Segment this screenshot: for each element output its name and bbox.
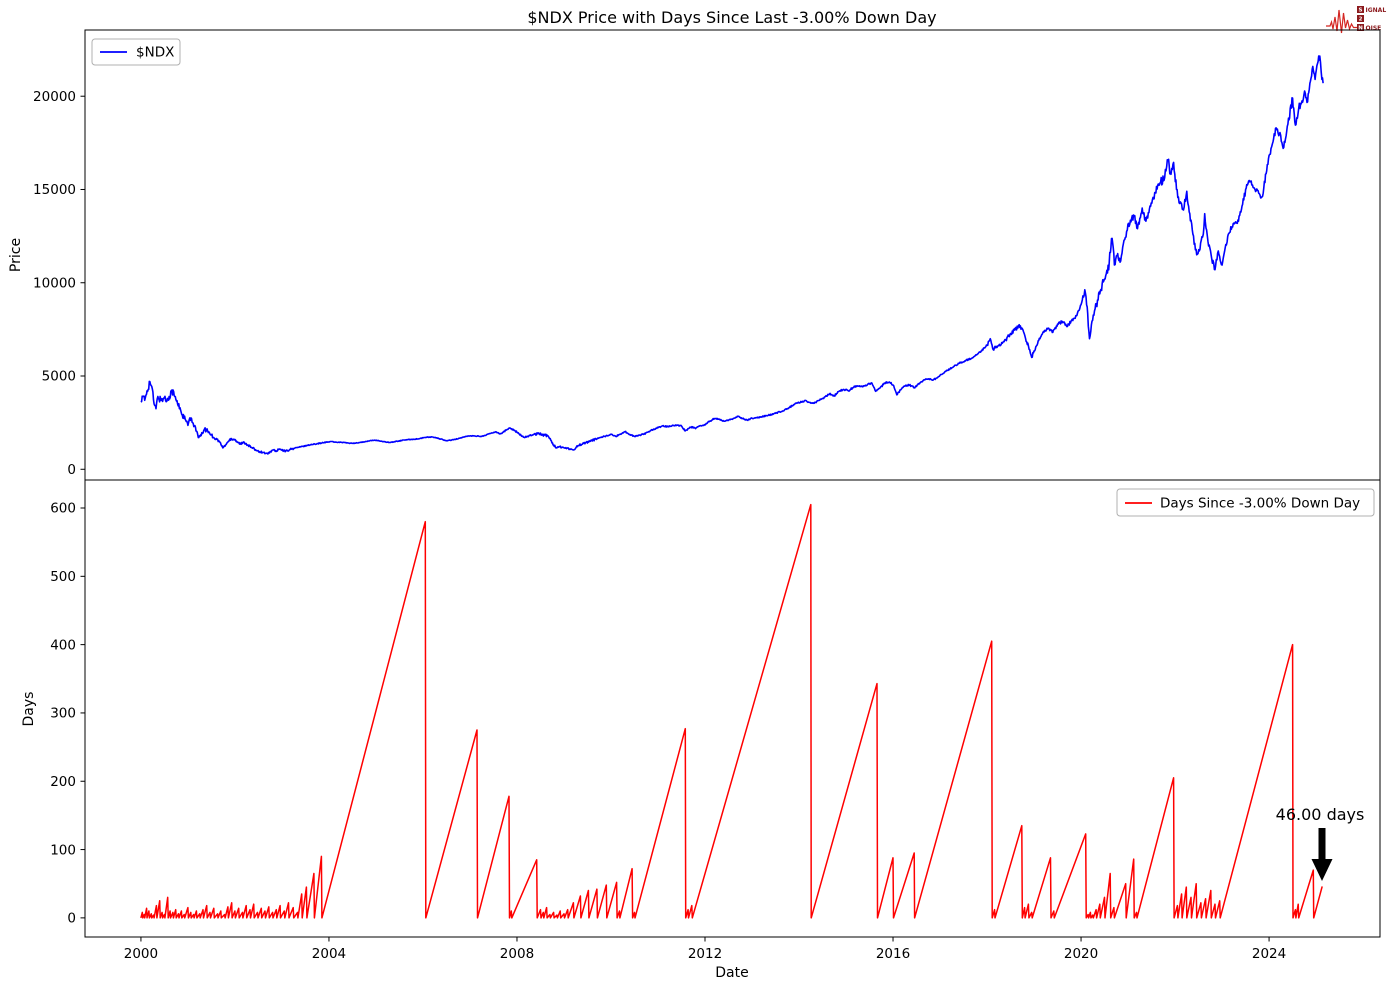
y-tick-label: 500 bbox=[50, 569, 76, 585]
logo-badge-2 bbox=[1357, 15, 1364, 22]
annotation-arrow-icon bbox=[1311, 828, 1333, 881]
x-tick-label: 2004 bbox=[312, 946, 346, 962]
logo-badge-n bbox=[1357, 24, 1364, 31]
logo-word-signal: IGNAL bbox=[1366, 7, 1387, 14]
y-tick-label: 400 bbox=[50, 637, 76, 653]
logo-badge-s-letter: S bbox=[1359, 8, 1363, 14]
y-tick-label: 5000 bbox=[42, 369, 76, 385]
y-tick-label: 300 bbox=[50, 706, 76, 722]
x-axis-label-date: Date bbox=[715, 965, 748, 981]
y-axis-label-price: Price bbox=[8, 238, 24, 272]
days-since-line bbox=[140, 503, 1323, 919]
y-tick-label: 100 bbox=[50, 842, 76, 858]
logo-badge-s bbox=[1357, 6, 1364, 13]
logo-badge-2-letter: 2 bbox=[1359, 17, 1363, 23]
legend-ndx: $NDX bbox=[91, 38, 181, 66]
x-tick-label: 2024 bbox=[1252, 946, 1286, 962]
signal2noise-logo: S IGNAL 2 N OISE bbox=[1326, 6, 1387, 34]
x-tick-label: 2012 bbox=[688, 946, 722, 962]
days-plot-area bbox=[84, 479, 1381, 938]
legend-ndx-label: $NDX bbox=[136, 45, 174, 61]
annotation-46-days-label: 46.00 days bbox=[1276, 805, 1365, 824]
logo-badge-n-letter: N bbox=[1358, 26, 1363, 32]
legend-days-label: Days Since -3.00% Down Day bbox=[1160, 496, 1360, 512]
legend-ndx-box bbox=[91, 38, 181, 66]
ndx-price-line bbox=[140, 55, 1324, 455]
x-tick-label: 2016 bbox=[876, 946, 910, 962]
y-axis-label-days: Days bbox=[21, 692, 37, 727]
legend-days: Days Since -3.00% Down Day bbox=[1116, 488, 1375, 517]
price-axis-ticks: 0 5000 10000 15000 20000 bbox=[33, 89, 85, 478]
y-tick-label: 20000 bbox=[33, 89, 76, 105]
x-tick-label: 2000 bbox=[124, 946, 158, 962]
figure-title: $NDX Price with Days Since Last -3.00% D… bbox=[527, 8, 936, 27]
logo-waveform-icon bbox=[1326, 9, 1358, 34]
x-tick-label: 2020 bbox=[1064, 946, 1098, 962]
y-tick-label: 15000 bbox=[33, 182, 76, 198]
x-tick-label: 2008 bbox=[500, 946, 534, 962]
y-tick-label: 600 bbox=[50, 501, 76, 517]
y-tick-label: 200 bbox=[50, 774, 76, 790]
days-axis-ticks: 0 100 200 300 400 500 600 2000 2004 2008 2012 2016 2… bbox=[50, 501, 1286, 962]
y-tick-label: 10000 bbox=[33, 275, 76, 291]
logo-word-noise: OISE bbox=[1366, 25, 1382, 32]
legend-days-box bbox=[1116, 488, 1375, 517]
y-tick-label: 0 bbox=[67, 462, 76, 478]
y-tick-label: 0 bbox=[67, 911, 76, 927]
